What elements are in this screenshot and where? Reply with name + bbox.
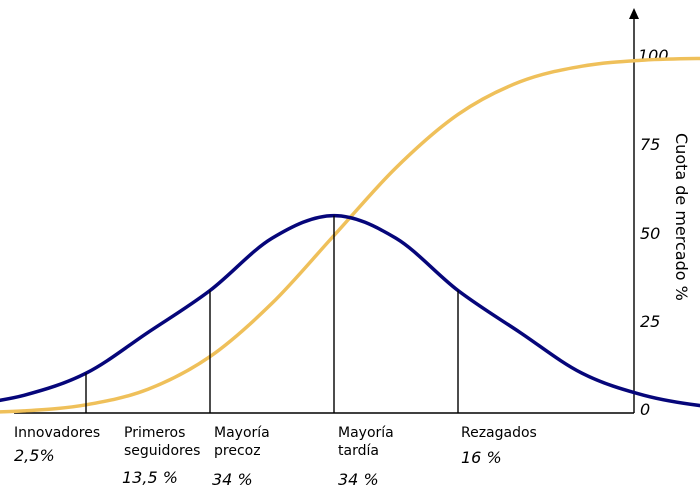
cumulative-share-curve bbox=[0, 56, 700, 414]
y-tick-label: 75 bbox=[640, 135, 660, 154]
segment-share-innovadores: 2,5% bbox=[14, 446, 55, 465]
segment-dividers bbox=[85, 215, 459, 413]
y-tick-labels: 0 25 50 75 100 bbox=[638, 46, 669, 419]
segment-label-precoz-line2: precoz bbox=[214, 443, 261, 459]
segment-label-precoz-line1: Mayoría bbox=[214, 425, 270, 441]
segment-share-rezagados: 16 % bbox=[461, 448, 502, 467]
y-tick-label: 0 bbox=[640, 400, 650, 419]
y-tick-label: 25 bbox=[640, 312, 660, 331]
segment-label-primeros-line2: seguidores bbox=[124, 443, 200, 459]
y-tick-label: 100 bbox=[638, 46, 669, 65]
segment-label-rezagados: Rezagados bbox=[461, 425, 537, 441]
segment-label-innovadores: Innovadores bbox=[14, 425, 100, 441]
segment-share-precoz: 34 % bbox=[212, 470, 253, 489]
y-axis-title: Cuota de mercado % bbox=[672, 133, 691, 301]
segment-labels: Innovadores 2,5% Primeros seguidores 13,… bbox=[14, 425, 537, 489]
segment-label-tardia-line1: Mayoría bbox=[338, 425, 394, 441]
adoption-bell-curve bbox=[0, 213, 700, 408]
segment-share-tardia: 34 % bbox=[338, 470, 379, 489]
segment-label-tardia-line2: tardía bbox=[338, 443, 379, 459]
segment-share-primeros: 13,5 % bbox=[122, 468, 178, 487]
y-tick-label: 50 bbox=[640, 224, 660, 243]
y-axis-arrow-icon bbox=[629, 8, 639, 19]
segment-label-primeros-line1: Primeros bbox=[124, 425, 185, 441]
